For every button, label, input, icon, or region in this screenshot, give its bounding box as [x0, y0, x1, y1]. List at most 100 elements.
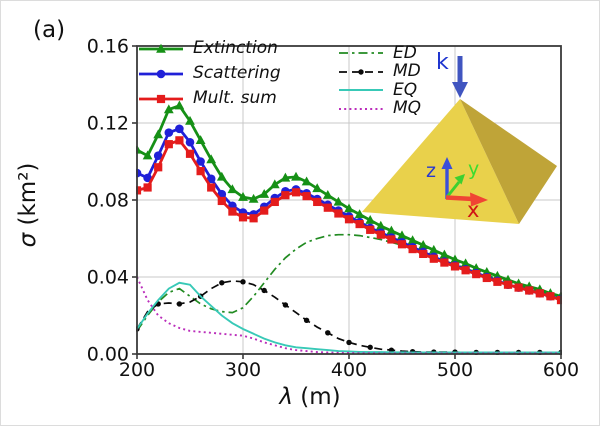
series-mq — [136, 276, 561, 355]
data-point-marker — [175, 124, 184, 134]
data-point-marker — [217, 196, 226, 206]
data-point-marker — [365, 215, 376, 224]
data-point-marker — [525, 286, 534, 295]
legend-line-sample — [339, 89, 383, 92]
data-point-marker — [195, 135, 206, 145]
pyramid-inset — [362, 56, 557, 224]
data-point-marker — [164, 128, 174, 137]
legend-main-cross-sections: Extinction Scattering Mult. sum — [138, 36, 281, 111]
data-point-marker — [472, 270, 481, 279]
x-axis-letter-label: x — [467, 198, 480, 222]
data-point-marker — [312, 183, 323, 193]
x-tick-label: 400 — [331, 359, 367, 381]
data-point-marker — [334, 209, 343, 218]
legend-label: MQ — [393, 98, 422, 119]
legend-label: Mult. sum — [193, 88, 277, 108]
data-point-marker — [375, 220, 386, 230]
legend-item-eq: EQ — [338, 81, 421, 100]
legend-line-sample — [139, 69, 183, 78]
series-eq — [136, 281, 561, 354]
series-mult-sum — [136, 136, 562, 305]
data-point-marker — [185, 149, 195, 158]
pyramid-front-face — [362, 99, 519, 224]
data-point-marker — [163, 104, 174, 114]
y-axis-title: σ (km²) — [15, 149, 41, 261]
data-point-marker — [227, 184, 238, 194]
data-point-marker — [142, 150, 153, 160]
data-point-marker — [460, 258, 471, 268]
data-point-marker — [344, 215, 354, 224]
data-point-marker — [376, 230, 385, 239]
data-point-marker — [535, 289, 544, 298]
x-axis-title: λ (m) — [230, 384, 390, 410]
k-vector-arrow — [452, 56, 468, 98]
data-point-marker — [206, 174, 216, 184]
legend-label: ED — [393, 42, 417, 63]
k-vector-label: k — [436, 50, 449, 75]
z-axis-arrow — [441, 157, 453, 199]
data-point-marker — [461, 266, 470, 275]
legend-item-mult-sum: Mult. sum — [138, 86, 281, 111]
z-axis-label: z — [426, 160, 436, 182]
data-point-marker — [367, 344, 373, 350]
data-point-marker — [354, 209, 365, 219]
data-point-marker — [493, 277, 502, 286]
legend-label: MD — [393, 61, 421, 82]
legend-item-mq: MQ — [338, 100, 421, 119]
data-point-marker — [238, 213, 248, 222]
data-point-marker — [136, 186, 142, 195]
y-axis-symbol: σ — [15, 232, 41, 248]
y-tick-label: 0.00 — [87, 344, 129, 366]
data-point-marker — [397, 240, 407, 249]
legend-label: Scattering — [193, 63, 281, 83]
data-point-marker — [514, 283, 523, 292]
data-point-marker — [323, 203, 332, 212]
data-point-marker — [261, 287, 267, 294]
data-point-marker — [429, 254, 438, 263]
data-point-marker — [333, 196, 344, 206]
legend-line-sample — [139, 43, 183, 53]
panel-label: (a) — [33, 17, 66, 43]
data-point-marker — [249, 214, 258, 223]
data-point-marker — [301, 176, 312, 186]
data-point-marker — [259, 189, 270, 198]
data-point-marker — [322, 189, 333, 199]
data-point-marker — [366, 225, 375, 234]
x-tick-label: 300 — [225, 359, 261, 381]
data-point-marker — [291, 171, 301, 181]
x-tick-label: 600 — [543, 359, 579, 381]
data-point-marker — [154, 163, 163, 172]
y-tick-label: 0.16 — [87, 36, 129, 58]
data-point-marker — [175, 136, 184, 145]
data-point-marker — [185, 115, 195, 125]
data-point-marker — [280, 172, 291, 182]
data-point-marker — [358, 69, 364, 75]
y-axis-arrow — [445, 174, 465, 198]
data-point-marker — [556, 296, 562, 305]
data-point-marker — [196, 157, 205, 166]
data-point-marker — [156, 43, 166, 53]
data-point-marker — [281, 191, 290, 200]
data-point-marker — [419, 249, 428, 258]
data-point-marker — [313, 197, 322, 207]
data-point-marker — [325, 330, 331, 336]
y-tick-label: 0.12 — [87, 113, 129, 135]
data-point-marker — [386, 225, 397, 235]
data-point-marker — [164, 140, 173, 149]
data-point-marker — [176, 301, 183, 307]
data-point-marker — [482, 273, 491, 283]
data-point-marker — [303, 317, 310, 324]
data-point-marker — [302, 192, 311, 201]
data-point-marker — [228, 207, 237, 216]
y-axis-letter-label: y — [468, 158, 480, 180]
data-point-marker — [355, 219, 364, 229]
data-point-marker — [439, 249, 450, 259]
data-point-marker — [206, 154, 217, 164]
y-axis-unit: (km²) — [15, 162, 41, 233]
legend-label: EQ — [393, 79, 418, 100]
data-point-marker — [346, 339, 352, 346]
series-line — [136, 276, 561, 355]
data-point-marker — [344, 203, 354, 213]
data-point-marker — [407, 235, 418, 245]
legend-item-extinction: Extinction — [138, 36, 281, 61]
